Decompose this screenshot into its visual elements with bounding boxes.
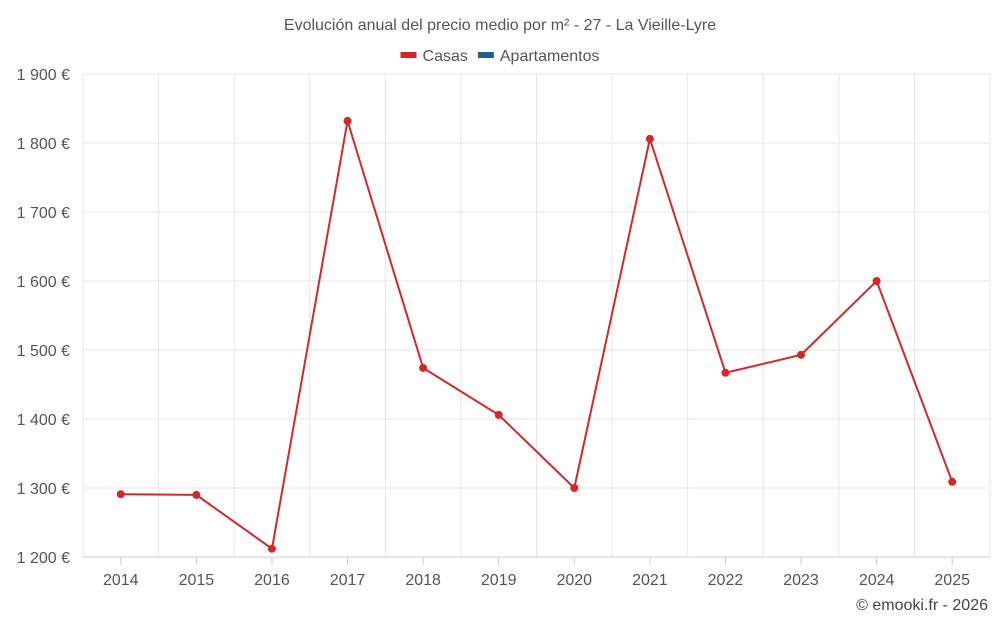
legend-label: Apartamentos: [500, 48, 600, 65]
x-tick-label: 2023: [783, 572, 819, 589]
x-tick-label: 2022: [708, 572, 744, 589]
x-tick-label: 2025: [934, 572, 970, 589]
x-gridlines: [82, 74, 991, 557]
y-tick-label: 1 600 €: [17, 274, 70, 291]
y-tick-label: 1 500 €: [17, 343, 70, 360]
legend-swatch: [477, 52, 494, 58]
series-layer: [116, 116, 957, 553]
data-point-2023[interactable]: [797, 350, 806, 359]
credit-text: © emooki.fr - 2026: [856, 597, 988, 614]
series-line-casas: [120, 120, 954, 551]
data-point-2016[interactable]: [267, 544, 276, 553]
y-tick-label: 1 900 €: [17, 67, 70, 84]
y-tick-label: 1 800 €: [17, 136, 70, 153]
y-tick-label: 1 400 €: [17, 412, 70, 429]
x-tick-label: 2019: [481, 572, 517, 589]
y-tick-label: 1 700 €: [17, 205, 70, 222]
data-point-2025[interactable]: [948, 477, 957, 486]
data-point-2018[interactable]: [419, 363, 428, 372]
x-tick-label: 2015: [179, 572, 215, 589]
y-tick-label: 1 300 €: [17, 481, 70, 498]
x-tick-label: 2018: [405, 572, 441, 589]
data-point-2014[interactable]: [116, 490, 125, 499]
x-axis-ticks: 2014 2015 2016 2017 2018 2019 2020 2021 2022 2023…: [103, 557, 970, 589]
x-tick-label: 2016: [254, 572, 290, 589]
legend-item-casas[interactable]: Casas: [400, 48, 468, 65]
y-axis-ticks: 1 200 € 1 300 € 1 400 € 1 500 € 1 600 € 1 700…: [17, 67, 70, 567]
data-point-2017[interactable]: [343, 116, 352, 125]
legend: Casas Apartamentos: [400, 48, 600, 65]
legend-label: Casas: [423, 48, 468, 65]
data-point-2022[interactable]: [721, 368, 730, 377]
legend-item-apartamentos[interactable]: Apartamentos: [477, 48, 600, 65]
x-tick-label: 2024: [859, 572, 895, 589]
chart-title: Evolución anual del precio medio por m² …: [284, 17, 716, 34]
x-tick-label: 2021: [632, 572, 668, 589]
x-tick-label: 2017: [330, 572, 366, 589]
y-tick-label: 1 200 €: [17, 550, 70, 567]
x-tick-label: 2014: [103, 572, 139, 589]
data-point-2015[interactable]: [192, 490, 201, 499]
data-point-2019[interactable]: [494, 410, 503, 419]
data-point-2021[interactable]: [645, 134, 654, 143]
x-tick-label: 2020: [556, 572, 592, 589]
data-point-2020[interactable]: [570, 484, 579, 492]
legend-swatch: [400, 52, 417, 58]
data-point-2024[interactable]: [872, 277, 881, 285]
